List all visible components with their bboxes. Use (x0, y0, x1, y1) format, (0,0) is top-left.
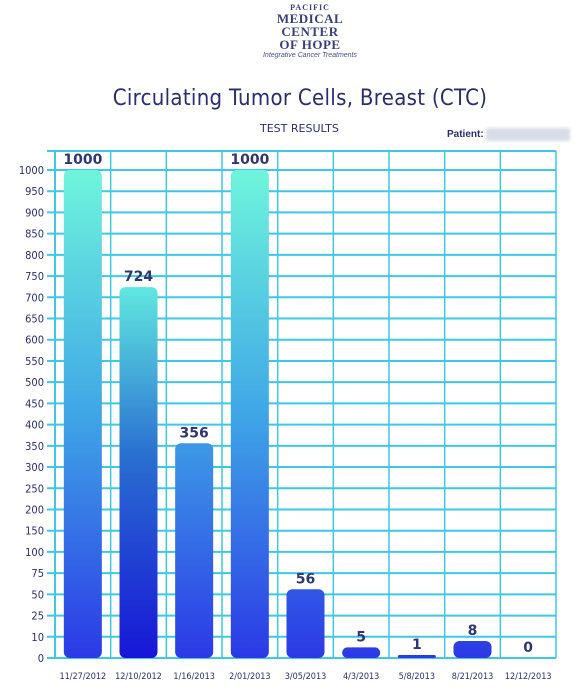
data-labels: 1000 724 356 1000 56 5 1 8 0 (63, 152, 533, 656)
bar (453, 641, 492, 658)
y-tick-label: 150 (25, 525, 44, 538)
logo: PACIFIC MEDICAL CENTER OF HOPE Integrati… (250, 3, 370, 60)
y-tick-label: 500 (25, 376, 44, 389)
y-tick-label: 25 (31, 610, 44, 623)
y-tick-label: 650 (25, 313, 44, 326)
y-tick-label: 50 (31, 588, 44, 601)
y-tick-label: 750 (25, 270, 44, 283)
x-tick-label: 3/05/2013 (285, 672, 327, 682)
y-tick-label: 100 (25, 546, 44, 559)
bars (63, 170, 492, 658)
y-tick-label: 10 (31, 631, 44, 644)
chart-subtitle: TEST RESULTS (260, 122, 339, 135)
logo-tagline: Integrative Cancer Treatments (262, 52, 358, 59)
bar (286, 589, 325, 658)
x-axis-labels: 11/27/2012 12/10/2012 1/16/2013 2/01/2013 3/… (59, 672, 551, 682)
y-tick-label: 250 (25, 482, 44, 495)
data-label: 356 (180, 425, 209, 441)
data-label: 56 (296, 571, 315, 587)
x-tick-label: 11/27/2012 (59, 672, 106, 682)
y-tick-label: 75 (31, 567, 44, 580)
data-label: 0 (523, 640, 533, 656)
y-axis-ticks: 0 10 25 50 75 100 150 200 250 300 350 400 450 500 550 6… (19, 164, 44, 665)
y-tick-label: 300 (25, 461, 44, 474)
data-label: 1000 (230, 152, 269, 168)
bar (397, 655, 436, 658)
y-tick-label: 200 (25, 503, 44, 516)
data-label: 724 (124, 269, 153, 285)
y-tick-label: 0 (38, 652, 44, 665)
x-tick-label: 12/12/2013 (505, 672, 552, 682)
y-tick-label: 950 (25, 185, 44, 198)
y-tick-label: 450 (25, 397, 44, 410)
patient-label: Patient: (447, 129, 484, 141)
x-tick-label: 1/16/2013 (173, 672, 215, 682)
logo-line-2: MEDICAL CENTER (276, 11, 344, 39)
data-label: 1000 (63, 152, 102, 168)
y-tick-label: 800 (25, 249, 44, 262)
logo-line-1: PACIFIC (290, 3, 330, 12)
bar (119, 287, 158, 658)
y-tick-label: 550 (25, 355, 44, 368)
logo-line-3: OF HOPE (279, 37, 341, 52)
x-tick-label: 5/8/2013 (399, 672, 435, 682)
y-tick-label: 700 (25, 291, 44, 304)
data-label: 8 (468, 623, 478, 639)
y-tick-label: 350 (25, 440, 44, 453)
bar (342, 647, 381, 658)
patient-name-redacted (485, 128, 570, 141)
y-tick-label: 850 (25, 228, 44, 241)
y-tick-label: 900 (25, 206, 44, 219)
bar (63, 170, 102, 658)
bar (230, 170, 269, 658)
x-tick-label: 12/10/2012 (115, 672, 162, 682)
x-tick-label: 4/3/2013 (343, 672, 379, 682)
y-tick-label: 1000 (19, 164, 44, 177)
x-tick-label: 8/21/2013 (452, 672, 494, 682)
data-label: 1 (412, 637, 422, 653)
data-label: 5 (356, 629, 366, 645)
y-tick-label: 600 (25, 334, 44, 347)
x-tick-label: 2/01/2013 (229, 672, 271, 682)
y-tick-label: 400 (25, 419, 44, 432)
chart-title: Circulating Tumor Cells, Breast (CTC) (112, 86, 488, 111)
patient-field: Patient: (447, 128, 570, 141)
bar (175, 443, 214, 658)
